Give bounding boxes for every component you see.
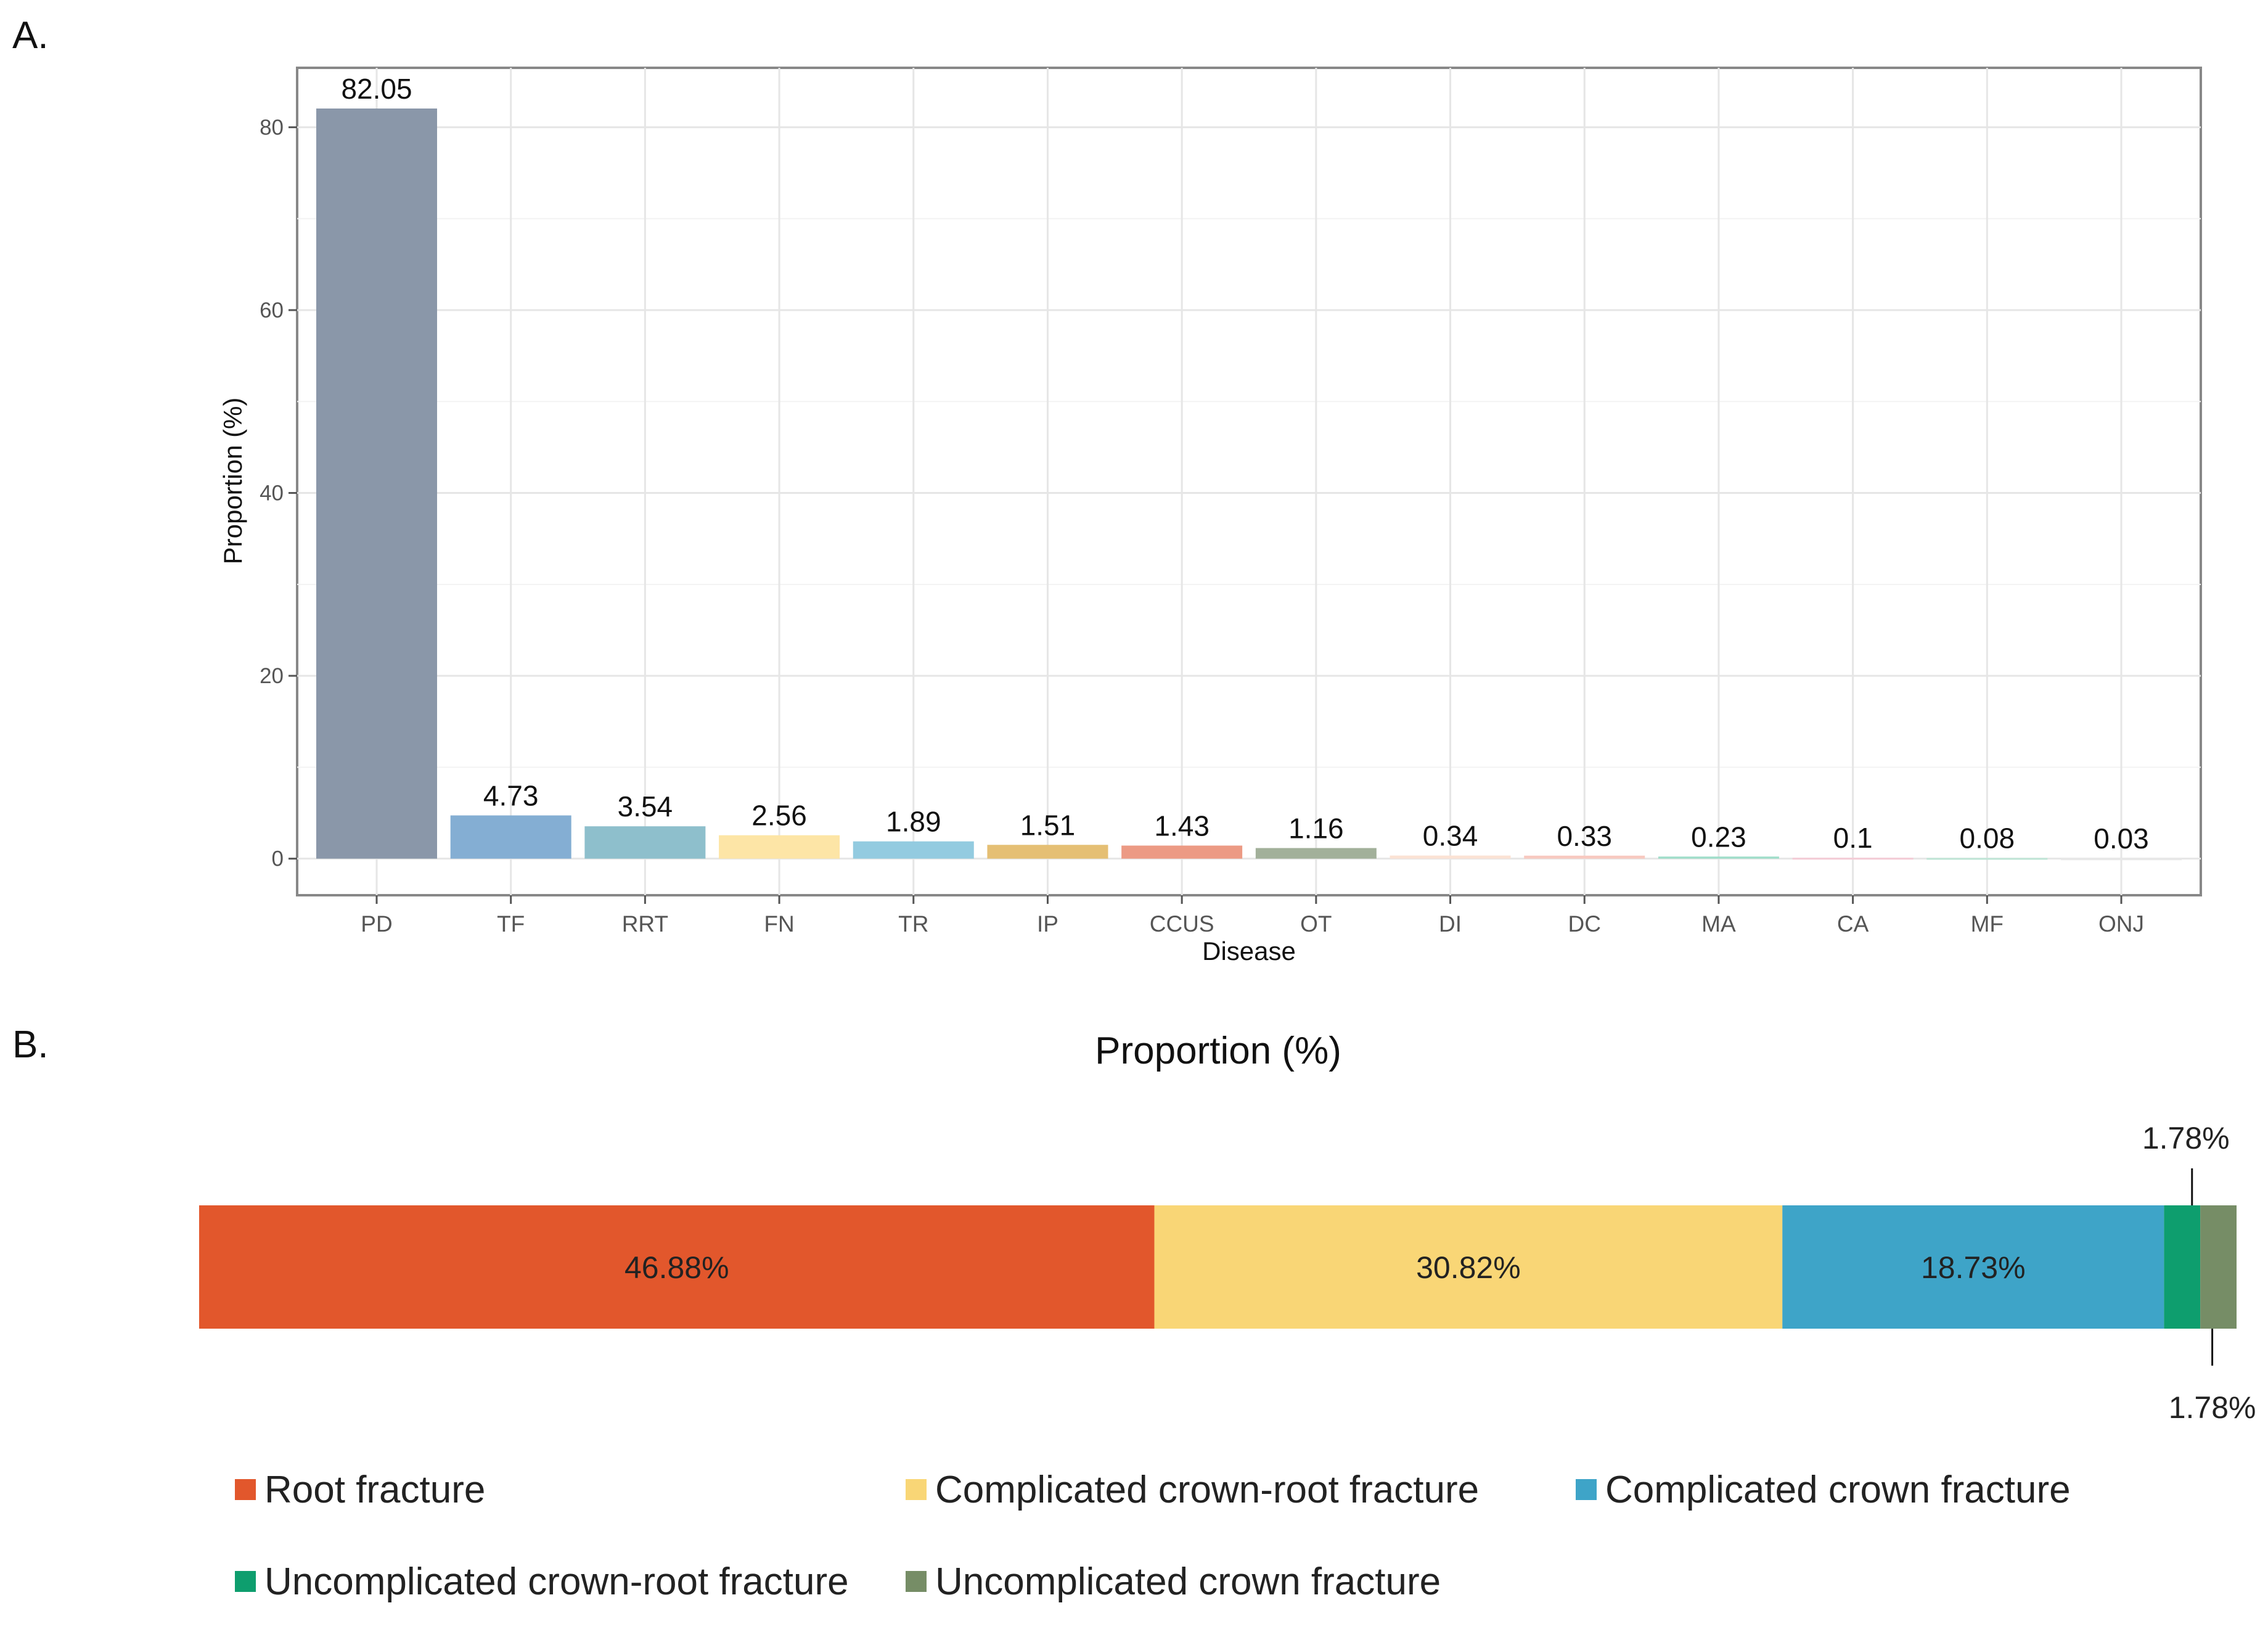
bar-mf [1926, 858, 2048, 860]
y-tick-label: 60 [260, 298, 284, 322]
bar-value-label: 0.34 [1423, 820, 1478, 852]
x-tick-label: IP [1037, 911, 1058, 937]
bar-onj [2061, 858, 2182, 861]
bar-ip [987, 845, 1108, 859]
bar-fn [719, 835, 840, 859]
segment-label: 18.73% [1921, 1250, 2026, 1285]
panel-a-x-axis-title: Disease [1202, 937, 1296, 966]
legend-swatch [906, 1479, 927, 1500]
bar-value-label: 0.08 [1960, 822, 2015, 854]
bar-value-label: 0.23 [1691, 821, 1746, 853]
legend-swatch [235, 1571, 256, 1592]
bar-value-label: 0.1 [1833, 822, 1873, 854]
bar-pd [316, 108, 437, 859]
bar-value-label: 1.43 [1154, 810, 1210, 842]
bar-rrt [584, 826, 706, 859]
x-tick-label: DC [1568, 911, 1601, 937]
segment-root-fracture [199, 1205, 1155, 1329]
bar-tr [853, 841, 974, 859]
panel-a-ticks: 0 20 40 60 80 PD TF RRT FN TR IP CCUS OT DI DC MA CA MF ON… [260, 115, 2144, 937]
legend-swatch [235, 1479, 256, 1500]
bar-value-label: 1.51 [1020, 809, 1076, 841]
segment-label: 30.82% [1416, 1250, 1521, 1285]
segment-uncomplicated-crown-fracture [2200, 1205, 2237, 1329]
panel-a-gridlines [297, 68, 2201, 895]
x-tick-label: OT [1300, 911, 1332, 937]
bar-ot [1255, 848, 1377, 859]
panel-a-y-axis-title: Proportion (%) [218, 398, 247, 565]
bar-value-label: 0.03 [2094, 822, 2149, 855]
bar-value-label: 2.56 [751, 800, 807, 832]
bar-ca [1792, 858, 1914, 860]
y-tick-label: 80 [260, 115, 284, 139]
bar-value-label: 82.05 [341, 73, 412, 105]
x-tick-label: CCUS [1150, 911, 1214, 937]
x-tick-label: ONJ [2098, 911, 2144, 937]
y-tick-label: 40 [260, 482, 284, 506]
bar-value-label: 4.73 [483, 780, 539, 812]
segment-uncomplicated-crown-root-fracture [2164, 1205, 2201, 1329]
panel-b-legend: Root fracture Complicated crown-root frac… [235, 1469, 2071, 1603]
legend-label: Complicated crown fracture [1605, 1469, 2071, 1511]
x-tick-label: RRT [622, 911, 668, 937]
panel-a-bars: 82.05 4.73 3.54 2.56 1.89 1.51 1.43 1.16 0.34 0.3… [316, 73, 2182, 861]
segment-complicated-crown-root-fracture [1154, 1205, 1783, 1329]
bar-value-label: 1.16 [1288, 812, 1344, 844]
bar-value-label: 0.33 [1557, 820, 1612, 852]
panel-b-label: B. [12, 1023, 49, 1066]
x-tick-label: MA [1701, 911, 1736, 937]
legend-swatch [906, 1571, 927, 1592]
panel-b-stacked-bar: 46.88% 30.82% 18.73% 1.78% 1.78% [199, 1121, 2256, 1425]
segment-label: 46.88% [624, 1250, 729, 1285]
bar-di [1390, 855, 1511, 859]
bar-value-label: 1.89 [886, 806, 941, 838]
bar-ccus [1121, 845, 1243, 859]
bar-tf [450, 815, 571, 859]
legend-label: Complicated crown-root fracture [935, 1469, 1479, 1511]
x-tick-label: TF [497, 911, 525, 937]
segment-complicated-crown-fracture [1782, 1205, 2164, 1329]
x-tick-label: FN [764, 911, 794, 937]
bar-value-label: 3.54 [618, 790, 673, 822]
y-tick-label: 0 [272, 847, 284, 871]
x-tick-label: MF [1971, 911, 2004, 937]
x-tick-label: TR [898, 911, 928, 937]
x-tick-label: CA [1837, 911, 1869, 937]
legend-swatch [1576, 1479, 1597, 1500]
legend-label: Uncomplicated crown-root fracture [264, 1560, 849, 1603]
bar-dc [1524, 855, 1645, 859]
segment-label: 1.78% [2169, 1390, 2256, 1425]
legend-label: Root fracture [264, 1469, 485, 1511]
legend-label: Uncomplicated crown fracture [935, 1560, 1441, 1603]
panel-a-plot-area [296, 67, 2202, 896]
y-tick-label: 20 [260, 664, 284, 688]
segment-label: 1.78% [2142, 1121, 2230, 1155]
bar-ma [1658, 856, 1779, 859]
x-tick-label: DI [1439, 911, 1462, 937]
x-tick-label: PD [361, 911, 392, 937]
panel-a-label: A. [12, 14, 49, 57]
panel-b-title: Proportion (%) [1095, 1030, 1341, 1072]
